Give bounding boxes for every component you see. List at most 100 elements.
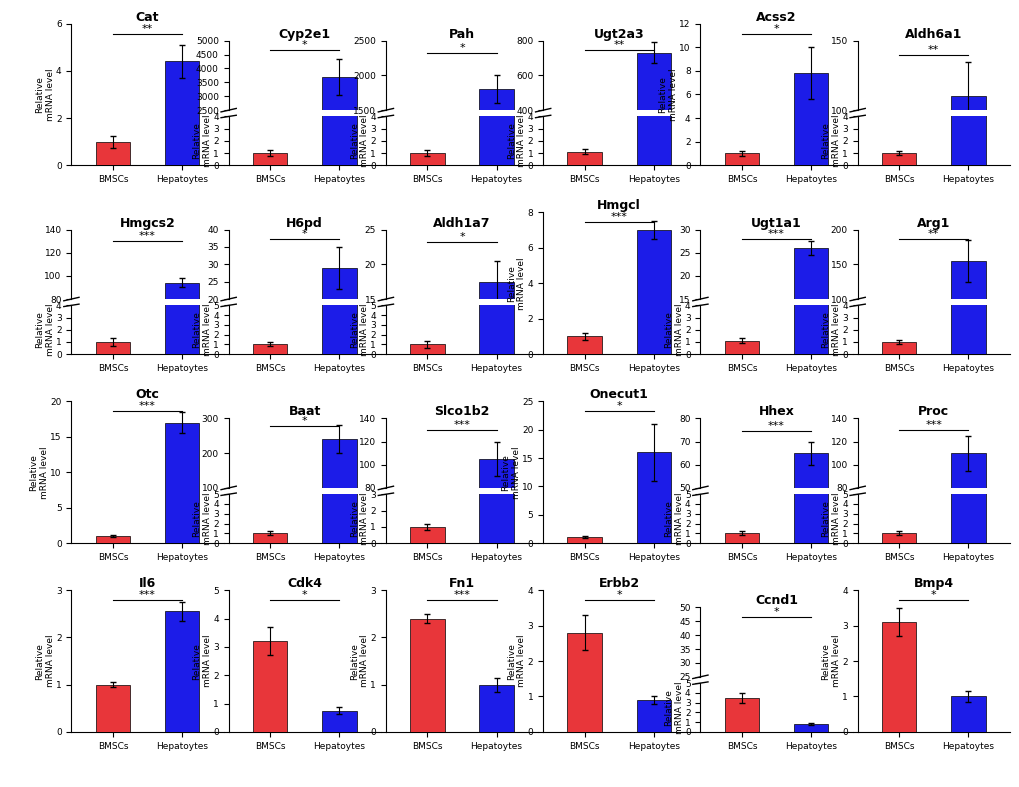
Bar: [950, 260, 984, 368]
Bar: [322, 268, 357, 368]
Bar: [881, 248, 915, 249]
Y-axis label: Relative
mRNA level: Relative mRNA level: [506, 257, 526, 309]
Bar: [793, 248, 827, 368]
Bar: [322, 0, 357, 543]
Title: Ugt1a1: Ugt1a1: [750, 216, 801, 230]
Text: *: *: [459, 42, 465, 53]
Title: Hhex: Hhex: [758, 405, 794, 419]
Text: **: **: [927, 229, 938, 239]
Text: **: **: [613, 40, 625, 50]
Y-axis label: Relative
mRNA level: Relative mRNA level: [350, 115, 369, 167]
Title: Bmp4: Bmp4: [913, 577, 953, 590]
Bar: [950, 453, 984, 581]
Bar: [793, 724, 827, 732]
Text: ***: ***: [767, 421, 785, 431]
Y-axis label: Relative
mRNA level: Relative mRNA level: [30, 446, 49, 498]
Bar: [950, 0, 984, 354]
Bar: [322, 439, 357, 523]
Bar: [636, 700, 671, 732]
Title: Baat: Baat: [288, 405, 321, 419]
Bar: [881, 342, 915, 354]
Y-axis label: Relative
mRNA level: Relative mRNA level: [193, 115, 212, 167]
Bar: [793, 37, 827, 354]
Bar: [253, 153, 287, 165]
Title: Hmgcl: Hmgcl: [597, 199, 641, 212]
Text: *: *: [302, 590, 308, 600]
Title: Cyp2e1: Cyp2e1: [278, 28, 330, 41]
Bar: [165, 611, 199, 732]
Y-axis label: Relative
mRNA level: Relative mRNA level: [35, 304, 54, 356]
Bar: [950, 0, 984, 543]
Bar: [793, 73, 827, 165]
Title: Il6: Il6: [139, 577, 156, 590]
Bar: [881, 153, 915, 165]
Y-axis label: Relative
mRNA level: Relative mRNA level: [820, 304, 840, 356]
Bar: [253, 365, 287, 368]
Bar: [410, 579, 444, 581]
Bar: [636, 53, 671, 179]
Bar: [479, 89, 514, 215]
Bar: [165, 61, 199, 165]
Bar: [479, 0, 514, 165]
Title: Hmgcs2: Hmgcs2: [119, 216, 175, 230]
Text: *: *: [930, 590, 935, 600]
Y-axis label: Relative
mRNA level: Relative mRNA level: [193, 635, 212, 687]
Bar: [479, 183, 514, 354]
Text: *: *: [459, 231, 465, 242]
Bar: [253, 345, 287, 354]
Y-axis label: Relative
mRNA level: Relative mRNA level: [193, 493, 212, 545]
Text: ***: ***: [453, 590, 470, 600]
Y-axis label: Relative
mRNA level: Relative mRNA level: [657, 68, 677, 120]
Bar: [253, 534, 287, 543]
Title: Ccnd1: Ccnd1: [754, 594, 797, 608]
Title: Aldh1a7: Aldh1a7: [433, 216, 490, 230]
Title: Cat: Cat: [136, 10, 159, 24]
Bar: [567, 152, 601, 165]
Title: Acss2: Acss2: [755, 10, 796, 24]
Bar: [793, 745, 827, 746]
Title: Cdk4: Cdk4: [287, 577, 322, 590]
Bar: [322, 711, 357, 732]
Text: *: *: [615, 401, 622, 412]
Bar: [410, 153, 444, 165]
Bar: [723, 153, 758, 165]
Y-axis label: Relative
mRNA level: Relative mRNA level: [35, 68, 54, 120]
Bar: [793, 453, 827, 604]
Y-axis label: Relative
mRNA level: Relative mRNA level: [35, 635, 54, 687]
Bar: [322, 71, 357, 354]
Title: H6pd: H6pd: [286, 216, 323, 230]
Bar: [479, 0, 514, 543]
Y-axis label: Relative
mRNA level: Relative mRNA level: [350, 493, 369, 545]
Text: ***: ***: [924, 419, 942, 430]
Bar: [723, 364, 758, 368]
Y-axis label: Relative
mRNA level: Relative mRNA level: [820, 493, 840, 545]
Bar: [723, 601, 758, 604]
Bar: [723, 698, 758, 732]
Bar: [881, 579, 915, 581]
Bar: [410, 619, 444, 732]
Title: Otc: Otc: [136, 388, 159, 401]
Bar: [723, 534, 758, 543]
Text: *: *: [302, 229, 308, 239]
Bar: [96, 342, 130, 354]
Bar: [96, 390, 130, 392]
Bar: [950, 0, 984, 165]
Title: Pah: Pah: [448, 28, 475, 41]
Bar: [410, 397, 444, 404]
Y-axis label: Relative
mRNA level: Relative mRNA level: [500, 446, 520, 498]
Y-axis label: Relative
mRNA level: Relative mRNA level: [350, 635, 369, 687]
Y-axis label: Relative
mRNA level: Relative mRNA level: [663, 682, 683, 733]
Y-axis label: Relative
mRNA level: Relative mRNA level: [193, 304, 212, 356]
Y-axis label: Relative
mRNA level: Relative mRNA level: [820, 635, 840, 687]
Y-axis label: Relative
mRNA level: Relative mRNA level: [350, 304, 369, 356]
Bar: [96, 536, 130, 543]
Text: ***: ***: [139, 401, 156, 412]
Y-axis label: Relative
mRNA level: Relative mRNA level: [663, 493, 683, 545]
Bar: [479, 685, 514, 732]
Text: *: *: [772, 24, 779, 34]
Y-axis label: Relative
mRNA level: Relative mRNA level: [663, 304, 683, 356]
Text: ***: ***: [139, 231, 156, 241]
Bar: [881, 534, 915, 543]
Title: Fn1: Fn1: [448, 577, 475, 590]
Bar: [96, 685, 130, 732]
